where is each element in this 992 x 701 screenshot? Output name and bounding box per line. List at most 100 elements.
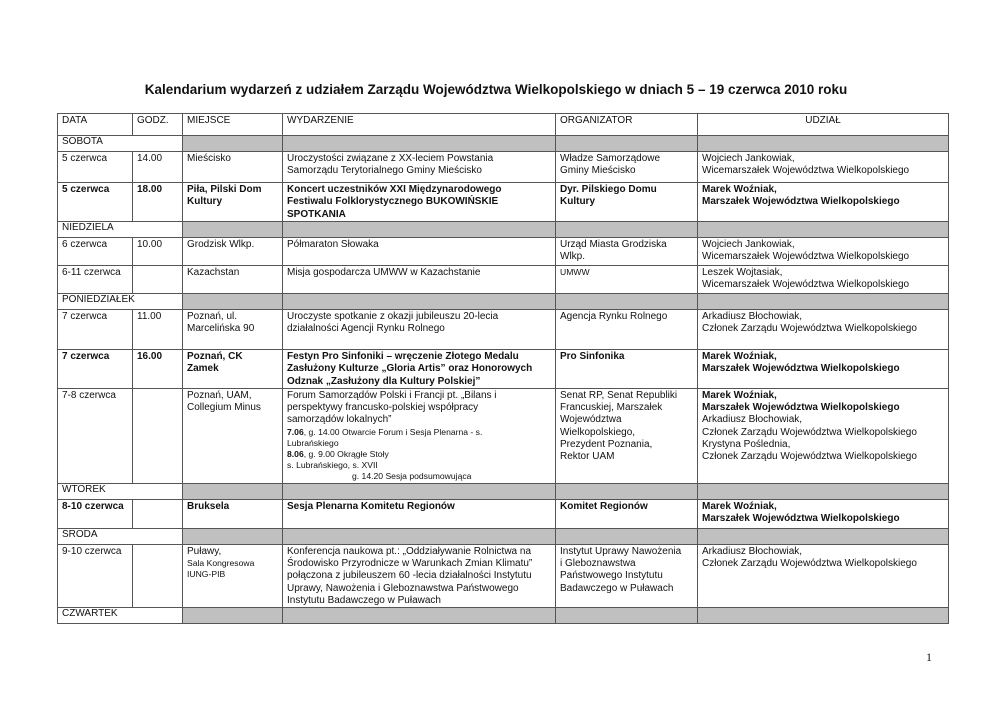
bold-text: 7.06 — [287, 426, 304, 437]
cell-line: Władze Samorządowe — [560, 153, 661, 164]
cell-miejsce: Puławy, Sala Kongresowa IUNG-PIB — [182, 543, 283, 609]
cell-line: i Gleboznawstwa — [560, 558, 636, 570]
cell-line: Wielkopolskiego, — [560, 426, 636, 438]
cell-line: Poznań, UAM, — [187, 389, 252, 401]
day-row: NIEDZIELA — [57, 221, 949, 238]
cell-line: Instytutu Badawczego w Puławach — [287, 595, 441, 607]
cell-miejsce: Grodzisk Wlkp. — [182, 237, 283, 266]
cell-data: 8-10 czerwca — [57, 498, 133, 529]
cell-organizator: Instytut Uprawy Nawożenia i Gleboznawstwa… — [555, 543, 698, 609]
cell-organizator: Pro Sinfonika — [555, 349, 698, 389]
day-row-shading — [182, 482, 283, 500]
page-number: 1 — [926, 650, 932, 664]
day-row-shading — [697, 482, 949, 500]
table-row: 7 czerwca 16.00 Poznań, CK Zamek Festyn Pro … — [57, 349, 949, 389]
table-row: 9-10 czerwca Puławy, Sala Kongresowa IUNG-P… — [57, 543, 949, 609]
day-row: CZWARTEK — [57, 607, 949, 625]
cell-wydarzenie: Sesja Plenarna Komitetu Regionów — [282, 498, 556, 529]
cell-line: Kazachstan — [187, 267, 240, 278]
cell-line: Członek Zarządu Województwa Wielkopolski… — [702, 558, 917, 570]
day-row-shading — [697, 135, 949, 152]
cell-line: Gminy Mieścisko — [560, 165, 636, 177]
cell-line: Badawczego w Puławach — [560, 582, 674, 594]
cell-line: Grodzisk Wlkp. — [187, 239, 255, 250]
cell-line: Urząd Miasta Grodziska — [560, 239, 667, 250]
cell-wydarzenie: Festyn Pro Sinfoniki – wręczenie Złotego… — [282, 349, 556, 389]
cell-organizator: UMWW — [555, 265, 698, 294]
day-row-shading — [555, 293, 698, 310]
cell-line: Arkadiusz Błochowiak, — [702, 414, 803, 426]
table-row: 7 czerwca 11.00 Poznań, ul. Marcelińska 90 U… — [57, 309, 949, 350]
table-row: 6-11 czerwca Kazachstan Misja gospodarcza … — [57, 265, 949, 294]
cell-line: 7-8 czerwca — [62, 389, 116, 401]
cell-line: Piła, Pilski Dom — [187, 184, 262, 195]
cell-godz: 18.00 — [132, 182, 183, 222]
cell-line: Uroczyste spotkanie z okazji jubileuszu … — [287, 311, 499, 322]
day-label: SOBOTA — [57, 135, 183, 152]
cell-line: 14.00 — [137, 153, 163, 164]
cell-line: Zamek — [187, 363, 219, 375]
cell-wydarzenie: Półmaraton Słowaka — [282, 237, 556, 266]
day-row-shading — [282, 135, 556, 152]
day-label: NIEDZIELA — [57, 221, 183, 238]
cell-line: Kultury — [560, 196, 595, 208]
cell-godz: 16.00 — [132, 349, 183, 389]
day-row-shading — [182, 607, 283, 625]
cell-line: SPOTKANIA — [287, 208, 346, 220]
cell-wydarzenie: Koncert uczestników XXI Międzynarodowego… — [282, 182, 556, 222]
cell-line: 6-11 czerwca — [62, 267, 121, 278]
cell-line: Państwowego Instytutu — [560, 570, 663, 582]
cell-line: Członek Zarządu Województwa Wielkopolski… — [702, 451, 917, 463]
day-label: PONIEDZIAŁEK — [57, 293, 183, 310]
cell-data: 5 czerwca — [57, 182, 133, 222]
cell-miejsce: Poznań, CK Zamek — [182, 349, 283, 389]
day-row-shading — [697, 607, 949, 625]
day-row-shading — [555, 221, 698, 238]
day-label: ŚRODA — [57, 527, 183, 545]
cell-organizator: Dyr. Pilskiego Domu Kultury — [555, 182, 698, 222]
cell-line: Senat RP, Senat Republiki — [560, 389, 678, 401]
day-row-shading — [697, 293, 949, 310]
cell-data: 7 czerwca — [57, 349, 133, 389]
cell-wydarzenie: Uroczystości związane z XX-leciem Powsta… — [282, 151, 556, 183]
cell-line: perspektywy francusko-polskiej współprac… — [287, 402, 479, 414]
cell-line: działalności Agencji Rynku Rolnego — [287, 323, 445, 335]
cell-line: 7 czerwca — [62, 351, 110, 362]
cell-wydarzenie: Forum Samorządów Polski i Francji pt. „B… — [282, 387, 556, 484]
cell-line: Marek Woźniak, — [702, 351, 777, 362]
cell-line: Festiwalu Folklorystycznego BUKOWIŃSKIE — [287, 196, 499, 208]
cell-line: s. Lubrańskiego, s. XVII — [287, 459, 378, 470]
cell-line: 5 czerwca — [62, 153, 108, 164]
day-row-shading — [182, 135, 283, 152]
cell-line: Prezydent Poznania, — [560, 439, 653, 451]
cell-miejsce: Poznań, UAM, Collegium Minus — [182, 387, 283, 484]
cell-line: 8.06, g. 9.00 Okrągłe Stoły — [287, 448, 389, 459]
cell-line: Instytut Uprawy Nawożenia — [560, 545, 682, 557]
cell-godz — [132, 387, 183, 484]
cell-organizator: Komitet Regionów — [555, 498, 698, 529]
cell-line: Uprawy, Nawożenia i Gleboznawstwa Państw… — [287, 582, 519, 594]
day-row-shading — [182, 221, 283, 238]
cell-line: IUNG-PIB — [187, 569, 226, 580]
day-row-shading — [182, 527, 283, 545]
cell-line: Collegium Minus — [187, 402, 261, 414]
day-row-shading — [697, 221, 949, 238]
cell-line: Konferencja naukowa pt.: „Oddziaływanie … — [287, 545, 532, 557]
header-godz: GODZ. — [132, 113, 183, 136]
cell-line: 8-10 czerwca — [62, 500, 124, 512]
cell-line: Forum Samorządów Polski i Francji pt. „B… — [287, 389, 497, 401]
cell-line: Odznak „Zasłużony dla Kultury Polskiej” — [287, 375, 481, 387]
header-miejsce: MIEJSCE — [182, 113, 283, 136]
cell-line: 6 czerwca — [62, 239, 108, 250]
cell-line: Lubrańskiego — [287, 437, 339, 448]
day-label: CZWARTEK — [57, 607, 183, 625]
cell-organizator: Senat RP, Senat Republiki Francuskiej, Ma… — [555, 387, 698, 484]
cell-udzial: Marek Woźniak, Marszałek Województwa Wiel… — [697, 387, 949, 484]
table-row: 5 czerwca 14.00 Mieścisko Uroczystości zwią… — [57, 151, 949, 183]
cell-udzial: Leszek Wojtasiak, Wicemarszałek Województ… — [697, 265, 949, 294]
cell-line: Województwa — [560, 414, 622, 426]
cell-data: 9-10 czerwca — [57, 543, 133, 609]
day-row-shading — [555, 135, 698, 152]
cell-line: Misja gospodarcza UMWW w Kazachstanie — [287, 267, 481, 278]
cell-godz — [132, 543, 183, 609]
